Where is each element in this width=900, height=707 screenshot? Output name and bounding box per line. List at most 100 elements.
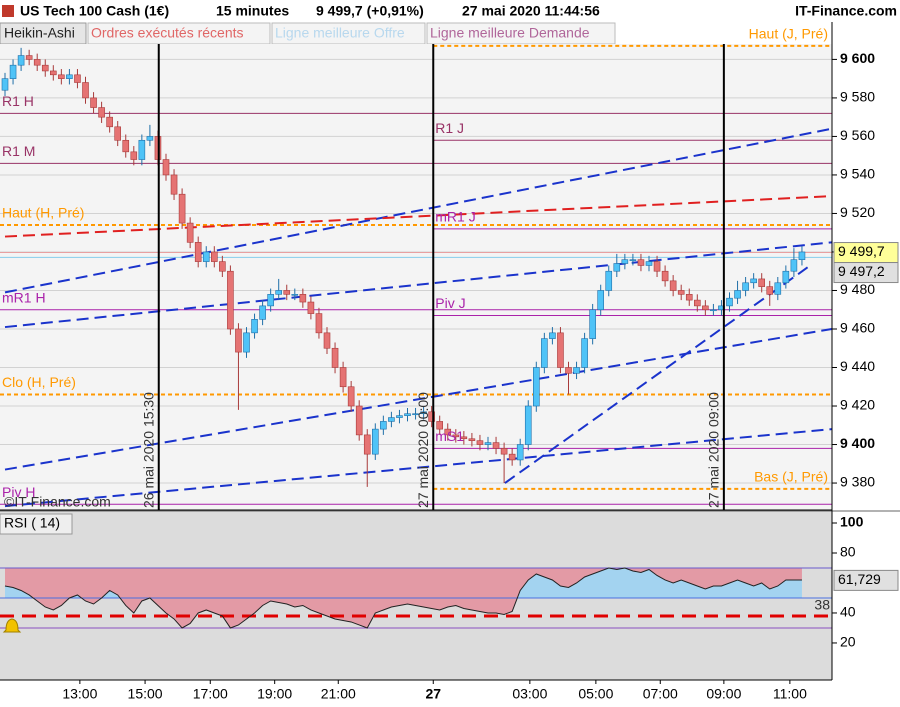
candle-body bbox=[283, 290, 291, 295]
x-tick-label: 15:00 bbox=[128, 686, 163, 702]
candle-body bbox=[396, 415, 403, 418]
candle-body bbox=[178, 193, 186, 224]
y-tick-label: 9 580 bbox=[840, 89, 875, 105]
candle-body bbox=[315, 313, 323, 334]
y-tick-label: 9 420 bbox=[840, 397, 875, 413]
y-tick-label: 9 460 bbox=[840, 320, 875, 336]
y-tick-label: 100 bbox=[840, 514, 864, 530]
toolbar-item[interactable]: Ligne meilleure Demande bbox=[430, 25, 590, 41]
candle-body bbox=[9, 64, 17, 79]
candle-body bbox=[500, 448, 508, 455]
rsi-value-box bbox=[833, 569, 899, 591]
candle-body bbox=[25, 55, 33, 60]
candle-body bbox=[259, 305, 266, 320]
datetime: 27 mai 2020 11:44:56 bbox=[462, 3, 600, 19]
candle-body bbox=[613, 263, 621, 272]
candle-body bbox=[516, 444, 524, 461]
candle-body bbox=[211, 251, 218, 262]
level-label: mR1 J bbox=[435, 209, 475, 225]
interval: 15 minutes bbox=[216, 3, 289, 19]
x-tick-label: 13:00 bbox=[62, 686, 97, 702]
x-tick-label: 27 bbox=[425, 686, 441, 702]
candle-body bbox=[645, 261, 653, 266]
level-label: mR1 H bbox=[2, 289, 46, 305]
y-tick-label: 9 560 bbox=[840, 127, 875, 143]
candle-body bbox=[541, 338, 548, 368]
candle-body bbox=[380, 421, 387, 430]
candle-body bbox=[734, 290, 741, 299]
candle-body bbox=[484, 442, 492, 445]
y-tick-label: 9 400 bbox=[840, 435, 875, 451]
x-tick-label: 07:00 bbox=[643, 686, 678, 702]
candle-body bbox=[363, 434, 371, 455]
candle-body bbox=[323, 332, 331, 349]
candle-body bbox=[267, 294, 274, 307]
y-tick-label: 9 380 bbox=[840, 474, 875, 490]
rsi-level-label: 38 bbox=[814, 597, 830, 613]
candle-body bbox=[750, 278, 757, 284]
candle-body bbox=[331, 347, 339, 368]
candle-body bbox=[710, 309, 717, 312]
level-label: R1 H bbox=[2, 93, 34, 109]
candle-body bbox=[468, 438, 476, 441]
candle-body bbox=[291, 294, 299, 296]
toolbar-item[interactable]: Heikin-Ashi bbox=[4, 25, 75, 41]
candle-body bbox=[782, 270, 790, 284]
candle-body bbox=[420, 411, 427, 415]
candle-body bbox=[339, 367, 347, 388]
candle-body bbox=[589, 309, 596, 339]
rsi-title: RSI ( 14) bbox=[4, 515, 60, 531]
level-label: R1 M bbox=[2, 143, 35, 159]
candle-body bbox=[790, 259, 798, 272]
candle-body bbox=[565, 367, 572, 374]
trend-line bbox=[4, 428, 832, 508]
candle-body bbox=[661, 270, 669, 282]
candle-body bbox=[17, 55, 25, 66]
trend-line bbox=[4, 328, 832, 471]
session-label: 27 mai 2020 00:00 bbox=[415, 392, 431, 508]
candle-body bbox=[114, 126, 121, 141]
candle-body bbox=[219, 261, 226, 272]
price-label: 9 497,2 bbox=[838, 263, 885, 279]
candle-body bbox=[1, 78, 9, 91]
candle-body bbox=[742, 282, 749, 291]
x-tick-label: 11:00 bbox=[773, 686, 807, 702]
rsi-line bbox=[4, 567, 802, 629]
candle-body bbox=[621, 259, 629, 264]
toolbar-item[interactable]: Ordres exécutés récents bbox=[91, 25, 244, 41]
candle-body bbox=[243, 332, 250, 353]
candle-body bbox=[428, 411, 435, 422]
candle-body bbox=[532, 367, 540, 407]
candle-body bbox=[98, 107, 105, 118]
price-label: 9 499,7 bbox=[838, 243, 885, 259]
instrument: US Tech 100 Cash (1€) bbox=[20, 3, 169, 19]
trend-line bbox=[4, 127, 832, 294]
candle-body bbox=[251, 319, 258, 334]
candle-body bbox=[766, 286, 774, 295]
plot-area bbox=[0, 44, 832, 510]
candle-body bbox=[637, 259, 645, 266]
candle-body bbox=[549, 332, 556, 339]
toolbar-item[interactable]: Ligne meilleure Offre bbox=[275, 25, 405, 41]
candle-body bbox=[74, 74, 81, 83]
candle-body bbox=[669, 280, 677, 291]
x-tick-label: 19:00 bbox=[257, 686, 292, 702]
candle-body bbox=[508, 453, 516, 461]
candle-body bbox=[41, 64, 49, 72]
main-plot bbox=[0, 44, 832, 508]
candle-body bbox=[460, 436, 468, 440]
candle-body bbox=[702, 305, 709, 311]
candle-body bbox=[581, 338, 588, 368]
candle-body bbox=[436, 421, 444, 430]
candle-body bbox=[146, 136, 154, 141]
y-tick-label: 9 600 bbox=[840, 50, 875, 66]
session-label: 26 mai 2020 15:30 bbox=[140, 392, 156, 508]
alert-bell bbox=[2, 618, 22, 633]
candle-body bbox=[412, 413, 419, 416]
level-label: Haut (H, Pré) bbox=[2, 205, 84, 221]
candle-body bbox=[122, 139, 130, 153]
level-label: Clo (H, Pré) bbox=[2, 374, 76, 390]
brand[interactable]: IT-Finance.com bbox=[795, 3, 897, 19]
price-label-box bbox=[833, 262, 899, 284]
y-tick-label: 80 bbox=[840, 544, 856, 560]
